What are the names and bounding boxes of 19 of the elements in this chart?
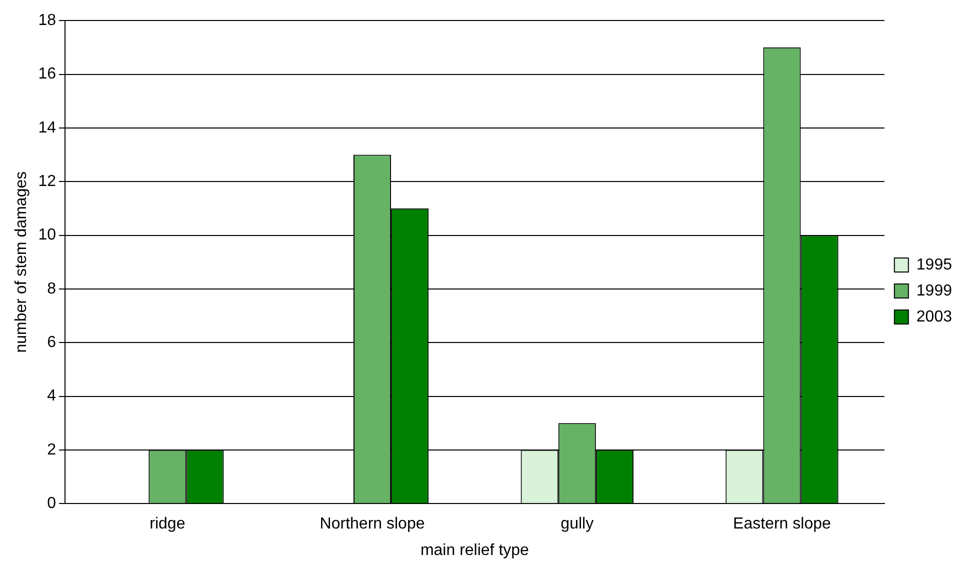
y-tick-label: 16 [38, 66, 56, 83]
x-tick-label: Eastern slope [733, 516, 831, 533]
x-tick-label: ridge [150, 516, 186, 533]
legend-label: 2003 [916, 308, 952, 326]
y-tick-label: 4 [47, 388, 56, 405]
y-tick-label: 18 [38, 12, 56, 30]
y-tick-label: 8 [47, 280, 56, 298]
y-tick-label: 14 [38, 119, 56, 136]
y-axis-title: number of stem damages [13, 171, 30, 353]
legend-label: 1995 [916, 256, 952, 274]
legend-label: 1999 [916, 282, 952, 300]
y-tick-label: 2 [47, 441, 56, 458]
y-tick-label: 0 [47, 495, 56, 512]
x-axis-title: main relief type [420, 542, 530, 559]
x-tick-label: Northern slope [320, 516, 425, 533]
x-tick-label: gully [560, 516, 594, 533]
y-tick-label: 10 [38, 226, 56, 244]
y-tick-label: 12 [38, 173, 56, 190]
y-tick-label: 6 [47, 334, 56, 352]
